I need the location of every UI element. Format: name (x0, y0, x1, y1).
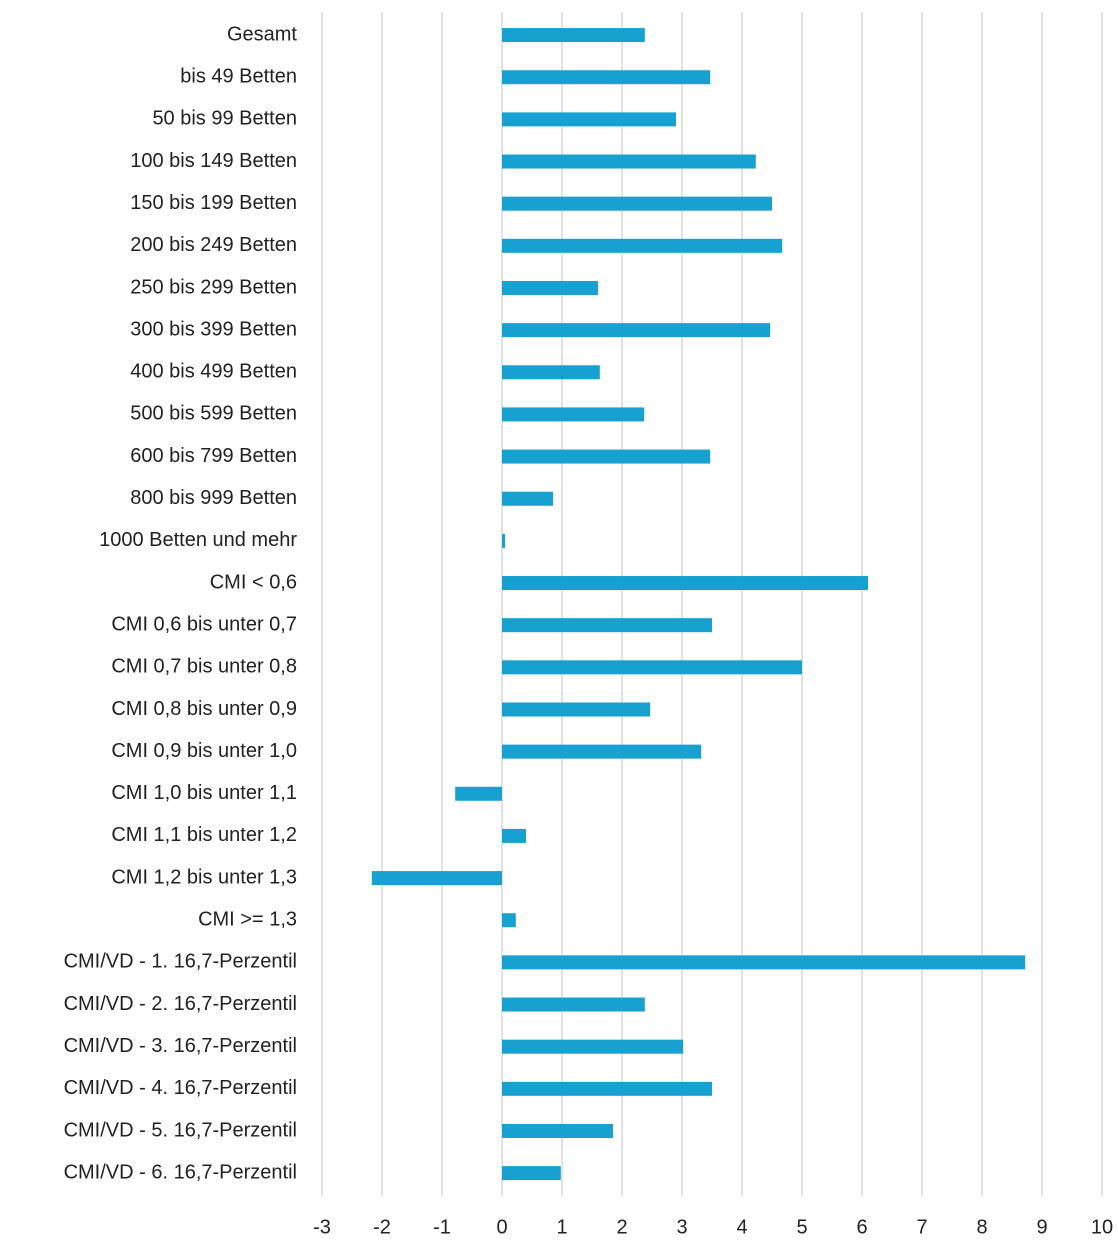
bar (502, 238, 783, 253)
bar (502, 323, 771, 338)
y-tick-label: CMI/VD - 6. 16,7-Perzentil (64, 1161, 297, 1183)
bar (502, 828, 526, 843)
y-tick-label: CMI 0,9 bis unter 1,0 (111, 740, 297, 762)
x-tick-label: 4 (736, 1216, 747, 1238)
bar (502, 491, 553, 506)
x-tick-label: -3 (313, 1216, 331, 1238)
bar (502, 154, 756, 169)
y-tick-label: CMI/VD - 5. 16,7-Perzentil (64, 1119, 297, 1141)
bar (455, 786, 502, 801)
y-tick-label: bis 49 Betten (180, 66, 297, 88)
bar (502, 533, 505, 548)
bar (502, 70, 711, 85)
y-tick-label: 300 bis 399 Betten (130, 318, 297, 340)
x-tick-label: 1 (556, 1216, 567, 1238)
bar (371, 871, 502, 886)
y-tick-label: 400 bis 499 Betten (130, 361, 297, 383)
y-tick-label: CMI 1,2 bis unter 1,3 (111, 866, 297, 888)
bar (502, 618, 712, 633)
x-tick-label: 6 (856, 1216, 867, 1238)
x-tick-label: 8 (976, 1216, 987, 1238)
x-tick-label: 0 (496, 1216, 507, 1238)
y-tick-label: CMI >= 1,3 (198, 909, 297, 931)
bar (502, 1166, 561, 1181)
bar (502, 365, 600, 380)
y-tick-label: 200 bis 249 Betten (130, 234, 297, 256)
bar (502, 280, 598, 295)
y-tick-label: 100 bis 149 Betten (130, 150, 297, 172)
y-tick-label: CMI/VD - 3. 16,7-Perzentil (64, 1035, 297, 1057)
y-tick-label: CMI/VD - 1. 16,7-Perzentil (64, 951, 297, 973)
y-tick-label: 1000 Betten und mehr (99, 529, 297, 551)
bar (502, 576, 868, 591)
bar (502, 112, 676, 127)
bar (502, 407, 645, 422)
x-tick-label: 2 (616, 1216, 627, 1238)
y-tick-label: CMI 0,6 bis unter 0,7 (111, 613, 297, 635)
y-tick-label: CMI < 0,6 (210, 571, 297, 593)
y-tick-label: 500 bis 599 Betten (130, 403, 297, 425)
x-tick-label: -1 (433, 1216, 451, 1238)
y-tick-label: 150 bis 199 Betten (130, 192, 297, 214)
y-tick-label: 800 bis 999 Betten (130, 487, 297, 509)
x-tick-label: -2 (373, 1216, 391, 1238)
bar (502, 28, 645, 43)
x-tick-label: 9 (1036, 1216, 1047, 1238)
bar (502, 1123, 613, 1138)
x-tick-label: 7 (916, 1216, 927, 1238)
bar (502, 913, 516, 928)
x-tick-label: 10 (1091, 1216, 1113, 1238)
bar (502, 660, 802, 675)
y-tick-label: CMI 1,0 bis unter 1,1 (111, 782, 297, 804)
y-tick-label: CMI 0,8 bis unter 0,9 (111, 698, 297, 720)
bar (502, 702, 651, 717)
x-tick-label: 3 (676, 1216, 687, 1238)
x-tick-label: 5 (796, 1216, 807, 1238)
bar (502, 449, 711, 464)
y-tick-label: Gesamt (227, 23, 297, 45)
y-tick-label: 600 bis 799 Betten (130, 445, 297, 467)
bar (502, 1081, 712, 1096)
y-tick-label: 50 bis 99 Betten (152, 108, 297, 130)
bar (502, 1039, 684, 1054)
bar (502, 196, 772, 211)
y-tick-label: CMI/VD - 2. 16,7-Perzentil (64, 993, 297, 1015)
y-tick-label: CMI/VD - 4. 16,7-Perzentil (64, 1077, 297, 1099)
bar (502, 997, 645, 1012)
bar (502, 955, 1026, 970)
y-tick-label: CMI 0,7 bis unter 0,8 (111, 656, 297, 678)
y-tick-label: CMI 1,1 bis unter 1,2 (111, 824, 297, 846)
bar (502, 744, 702, 759)
y-tick-label: 250 bis 299 Betten (130, 276, 297, 298)
